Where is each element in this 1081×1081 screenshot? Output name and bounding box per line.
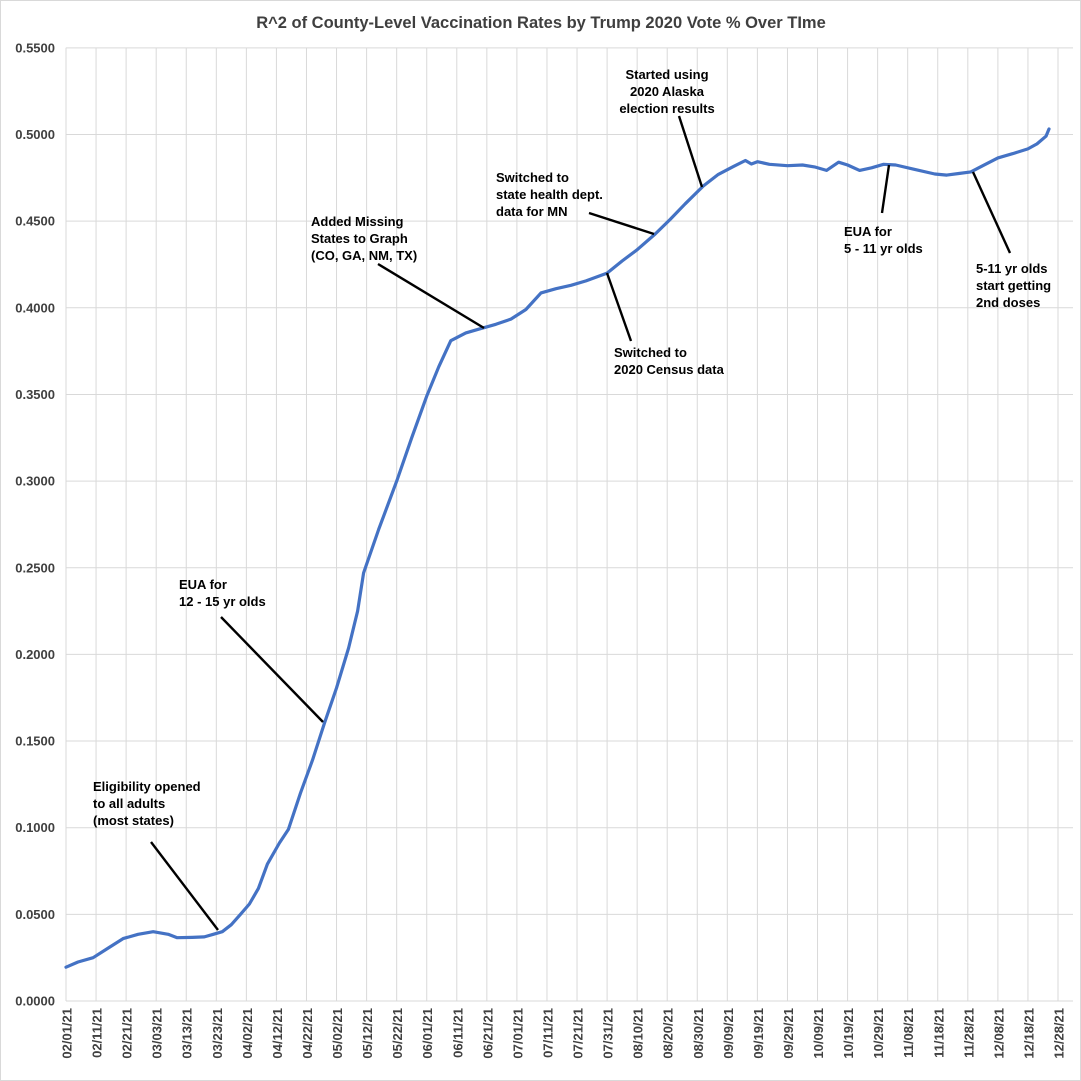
- annotation-text-line: Started using: [625, 67, 708, 82]
- annotation-text-line: (CO, GA, NM, TX): [311, 248, 417, 263]
- x-tick-label: 10/09/21: [811, 1008, 826, 1059]
- annotation-text-line: EUA for: [179, 577, 227, 592]
- x-tick-label: 08/10/21: [631, 1008, 646, 1059]
- y-tick-label: 0.1000: [15, 820, 55, 835]
- x-tick-label: 11/08/21: [901, 1008, 916, 1058]
- annotation-text-line: 12 - 15 yr olds: [179, 594, 266, 609]
- annotation-leader-line: [605, 272, 633, 342]
- x-tick-label: 03/03/21: [150, 1008, 165, 1059]
- x-tick-label: 05/22/21: [390, 1008, 405, 1059]
- gridlines: [65, 47, 1073, 1002]
- x-tick-label: 07/01/21: [510, 1008, 525, 1059]
- x-tick-label: 02/21/21: [120, 1008, 135, 1059]
- x-tick-label: 11/28/21: [961, 1008, 976, 1058]
- annotation-text-line: state health dept.: [496, 187, 603, 202]
- annotation-text-line: EUA for: [844, 224, 892, 239]
- x-tick-label: 12/18/21: [1021, 1008, 1036, 1059]
- annotation-text-line: 5 - 11 yr olds: [844, 241, 923, 256]
- x-tick-label: 09/29/21: [781, 1008, 796, 1059]
- x-tick-label: 10/29/21: [871, 1008, 886, 1059]
- chart-title: R^2 of County-Level Vaccination Rates by…: [256, 14, 826, 32]
- annotation-text-line: Added Missing: [311, 214, 404, 229]
- y-tick-label: 0.1500: [15, 734, 55, 749]
- y-axis-tick-labels: 0.0000 0.0500 0.1000 0.1500 0.2000 0.2500 0.30…: [15, 40, 55, 1008]
- x-tick-label: 07/31/21: [601, 1008, 616, 1059]
- x-tick-label: 07/11/21: [540, 1008, 555, 1058]
- r2-line-series: [64, 127, 1051, 969]
- y-tick-label: 0.2000: [15, 647, 55, 662]
- x-tick-label: 04/12/21: [270, 1008, 285, 1059]
- annotation-text-line: Switched to: [614, 345, 687, 360]
- x-tick-label: 08/20/21: [661, 1008, 676, 1059]
- y-tick-label: 0.4000: [15, 300, 55, 315]
- x-axis-tick-labels: 02/01/21 02/11/21 02/21/21 03/03/21 03/13/21…: [60, 1008, 1067, 1059]
- annotation-text-line: (most states): [93, 813, 174, 828]
- annotation-text-line: to all adults: [93, 796, 165, 811]
- annotation-leader-line: [220, 616, 324, 723]
- annotation-leader-line: [588, 211, 655, 236]
- annotation-text-line: 5-11 yr olds: [976, 261, 1048, 276]
- x-tick-label: 08/30/21: [691, 1008, 706, 1059]
- annotation-text: Started using 2020 Alaska election results: [619, 67, 714, 116]
- annotation-text: EUA for 12 - 15 yr olds: [179, 577, 266, 609]
- y-tick-label: 0.2500: [15, 560, 55, 575]
- annotation-text-line: States to Graph: [311, 231, 408, 246]
- y-tick-label: 0.5500: [15, 40, 55, 55]
- annotation-text-line: 2nd doses: [976, 295, 1040, 310]
- x-tick-label: 05/02/21: [330, 1008, 345, 1059]
- y-tick-label: 0.4500: [15, 214, 55, 229]
- x-tick-label: 11/18/21: [931, 1008, 946, 1058]
- annotation-text: Eligibility opened to all adults (most sta…: [93, 779, 201, 828]
- annotation-text: Switched to state health dept. data for MN: [496, 170, 603, 219]
- y-tick-label: 0.3000: [15, 474, 55, 489]
- annotation-leader-line: [377, 262, 485, 330]
- annotation-text-line: start getting: [976, 278, 1051, 293]
- x-tick-label: 04/02/21: [240, 1008, 255, 1059]
- x-tick-label: 09/19/21: [751, 1008, 766, 1059]
- x-tick-label: 02/01/21: [60, 1008, 75, 1059]
- x-tick-label: 06/01/21: [420, 1008, 435, 1059]
- annotation-text: Added Missing States to Graph (CO, GA, NM,…: [311, 214, 417, 263]
- annotation-leader-line: [150, 841, 219, 931]
- annotation-text: EUA for 5 - 11 yr olds: [844, 224, 923, 256]
- annotation-text-line: election results: [619, 101, 714, 116]
- annotation-text: 5-11 yr olds start getting 2nd doses: [976, 261, 1051, 310]
- x-tick-label: 10/19/21: [841, 1008, 856, 1059]
- annotation-text-line: data for MN: [496, 204, 568, 219]
- x-tick-label: 06/21/21: [480, 1008, 495, 1059]
- annotation-text-line: 2020 Alaska: [630, 84, 705, 99]
- x-tick-label: 05/12/21: [360, 1008, 375, 1059]
- x-tick-label: 03/13/21: [180, 1008, 195, 1059]
- annotation-leader-line: [880, 164, 891, 214]
- annotation-leader-line: [971, 171, 1012, 254]
- annotation-text-line: 2020 Census data: [614, 362, 725, 377]
- x-tick-label: 07/21/21: [571, 1008, 586, 1059]
- x-tick-label: 03/23/21: [210, 1008, 225, 1059]
- y-tick-label: 0.0500: [15, 907, 55, 922]
- x-tick-label: 12/28/21: [1052, 1008, 1067, 1059]
- y-tick-label: 0.5000: [15, 127, 55, 142]
- x-tick-label: 09/09/21: [721, 1008, 736, 1059]
- annotation-text-line: Switched to: [496, 170, 569, 185]
- x-tick-label: 12/08/21: [991, 1008, 1006, 1059]
- x-tick-label: 04/22/21: [300, 1008, 315, 1059]
- y-tick-label: 0.3500: [15, 387, 55, 402]
- x-tick-label: 06/11/21: [450, 1008, 465, 1058]
- y-tick-label: 0.0000: [15, 994, 55, 1009]
- annotation-leader-line: [677, 115, 704, 188]
- annotation-text: Switched to 2020 Census data: [614, 345, 725, 377]
- annotations: Eligibility opened to all adults (most sta…: [93, 67, 1051, 931]
- x-tick-label: 02/11/21: [90, 1008, 105, 1058]
- annotation-text-line: Eligibility opened: [93, 779, 201, 794]
